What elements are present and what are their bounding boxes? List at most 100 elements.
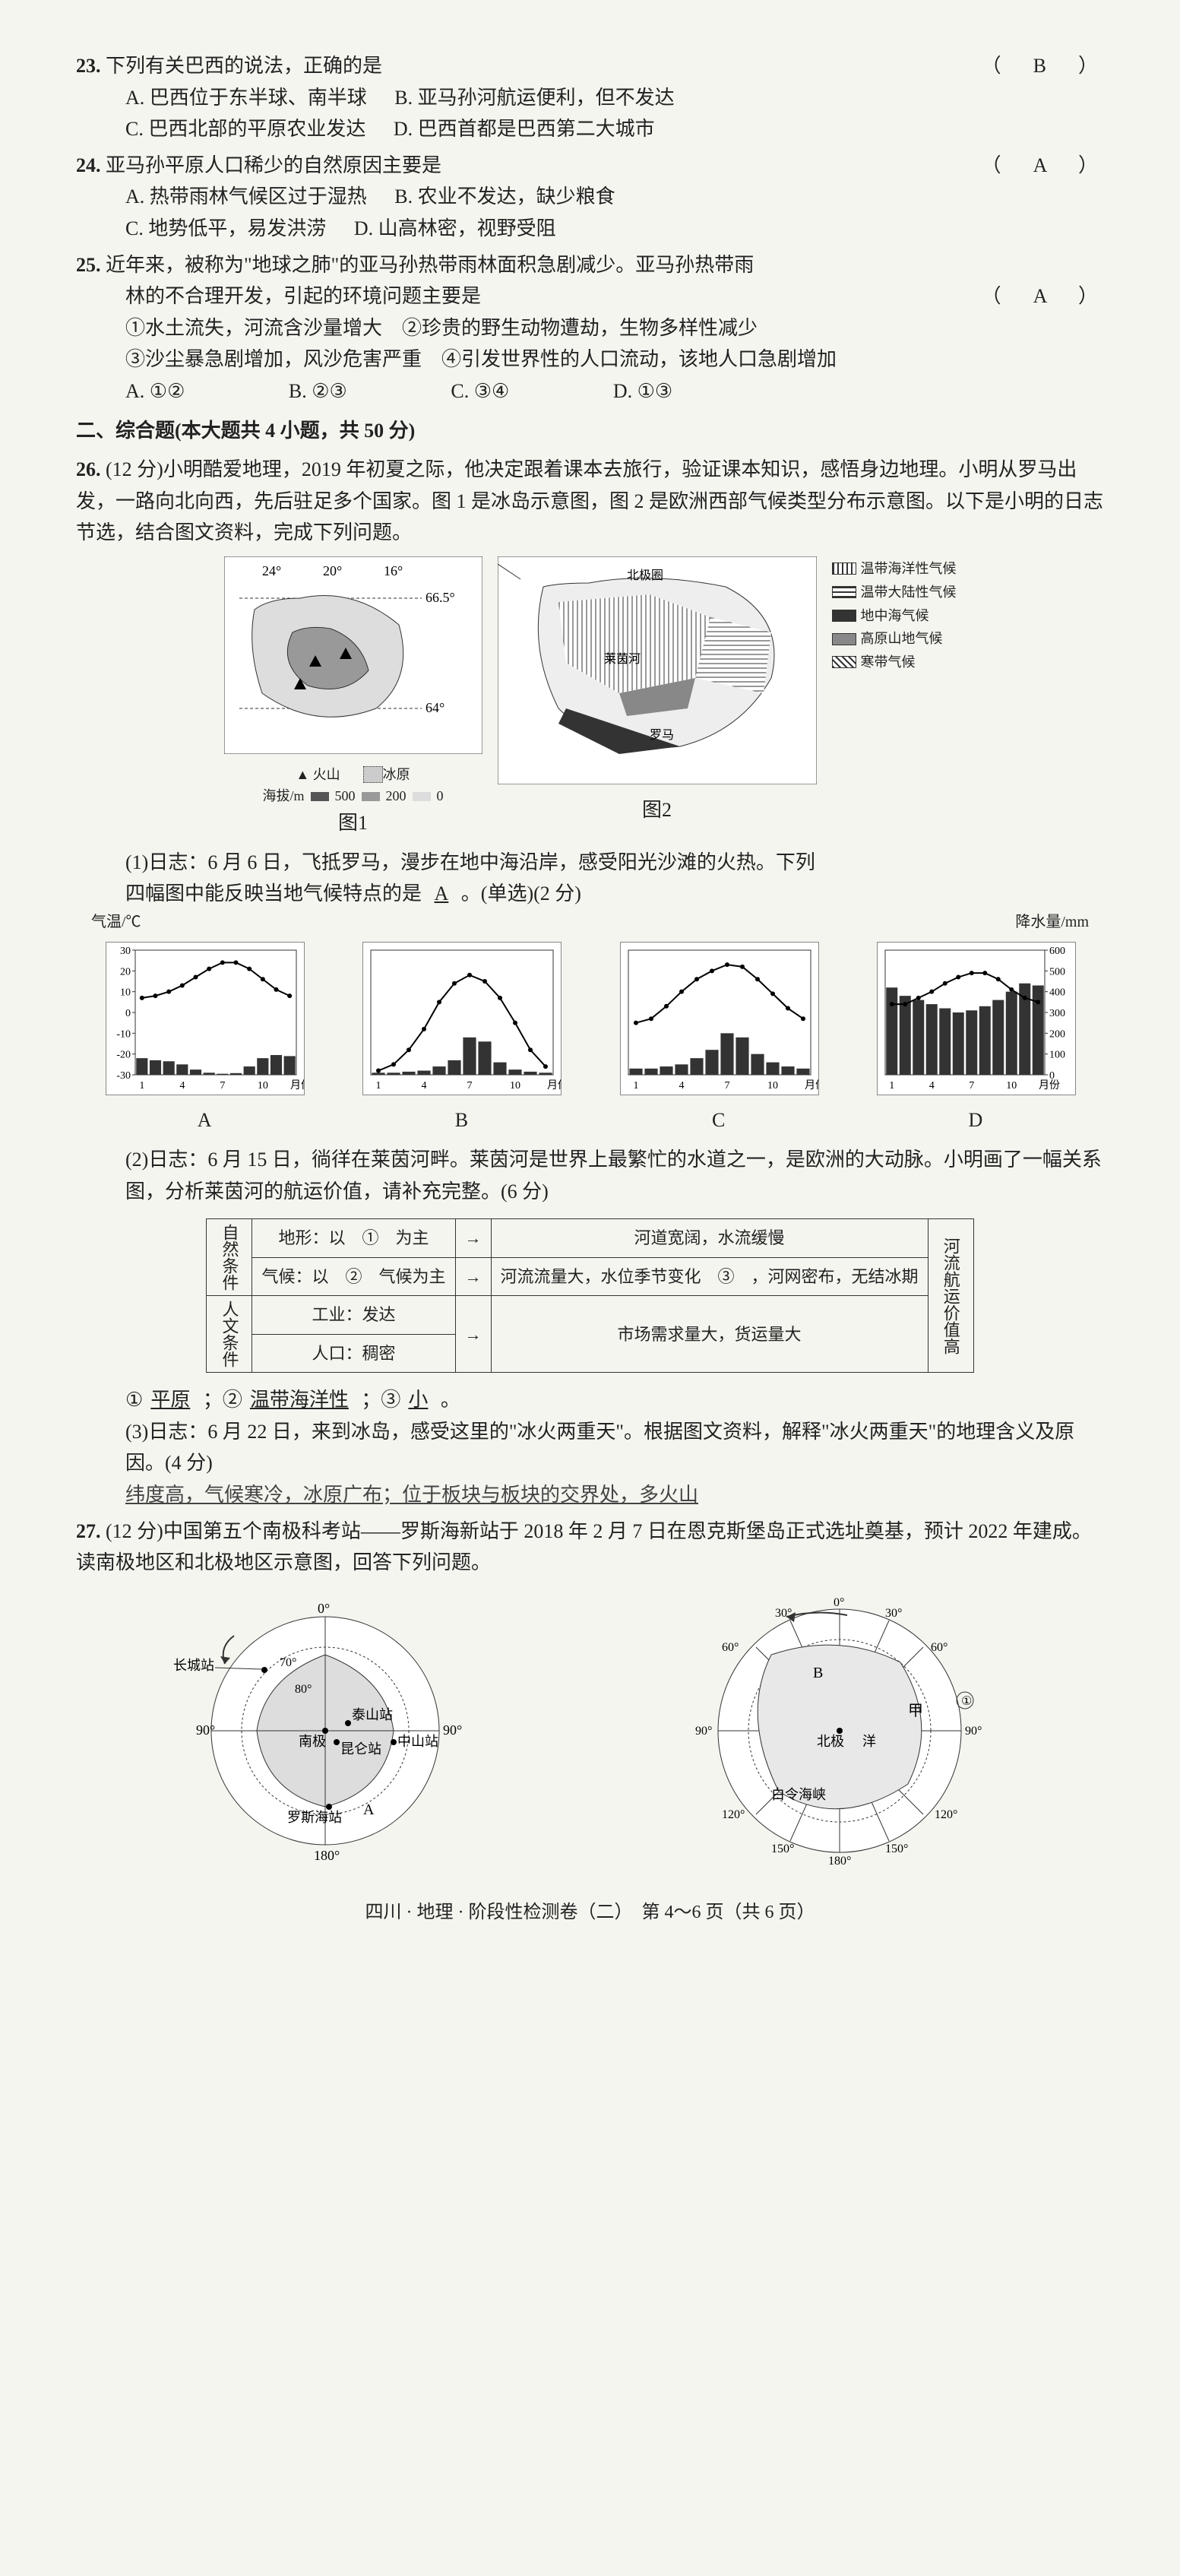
polar-maps: 0° 90° 90° 180° 70° 80° 长城站 泰山站 南极 昆仑站 中…: [76, 1594, 1104, 1868]
optC: C. 巴西北部的平原农业发达: [125, 113, 365, 145]
optD: D. 山高林密，视野受阻: [354, 213, 556, 245]
num: 25.: [76, 254, 101, 276]
svg-text:66.5°: 66.5°: [425, 590, 455, 605]
axis-temp: 气温/℃: [91, 910, 141, 934]
svg-text:60°: 60°: [931, 1641, 947, 1654]
q26-sub3: (3)日志：6 月 22 日，来到冰岛，感受这里的"冰火两重天"。根据图文资料，…: [76, 1416, 1104, 1479]
svg-text:7: 7: [220, 1080, 225, 1092]
svg-text:昆仑站: 昆仑站: [340, 1741, 381, 1757]
optB: B. ②③: [289, 375, 347, 407]
svg-text:白令海峡: 白令海峡: [771, 1787, 826, 1802]
svg-text:500: 500: [1049, 966, 1065, 977]
svg-text:10: 10: [1006, 1080, 1017, 1092]
optA: A. 巴西位于东半球、南半球: [125, 82, 367, 114]
stem: (12 分)小明酷爱地理，2019 年初夏之际，他决定跟着课本去旅行，验证课本知…: [76, 458, 1103, 543]
optB: B. 亚马孙河航运便利，但不发达: [394, 82, 674, 114]
svg-text:400: 400: [1049, 987, 1065, 999]
maps-row: 24° 20° 16° 66.5° 64° ▲ 火山 冰原 海拔/m 500: [76, 556, 1104, 839]
svg-text:泰山站: 泰山站: [352, 1707, 393, 1722]
legend-volcano: ▲ 火山: [296, 764, 340, 786]
rhine-diagram: 自然条件 地形：以 ① 为主→河道宽阔，水流缓慢 河流航运价值高 气候：以 ② …: [76, 1218, 1104, 1373]
svg-text:30°: 30°: [885, 1607, 902, 1620]
optC: C. 地势低平，易发洪涝: [125, 213, 326, 245]
svg-text:10: 10: [120, 987, 131, 999]
map-europe: 北极圈 莱茵河 罗马 图2: [498, 556, 817, 839]
iceland-svg: 24° 20° 16° 66.5° 64°: [224, 556, 482, 754]
arctic-map: 0° 30° 60° 90° 120° 150° 180° 150° 120° …: [665, 1594, 1014, 1868]
svg-text:30: 30: [120, 946, 131, 957]
svg-text:90°: 90°: [695, 1725, 712, 1738]
q24: （ A ） 24. 亚马孙平原人口稀少的自然原因主要是 A. 热带雨林气候区过于…: [76, 150, 1104, 245]
alt-legend: 海拔/m 500 200 0: [224, 785, 482, 807]
svg-text:0°: 0°: [834, 1596, 844, 1609]
svg-text:-30: -30: [116, 1070, 131, 1082]
opts: A. 热带雨林气候区过于湿热 B. 农业不发达，缺少粮食 C. 地势低平，易发洪…: [76, 181, 1104, 244]
axis-prec: 降水量/mm: [1015, 910, 1089, 934]
q27: 27. (12 分)中国第五个南极科考站——罗斯海新站于 2018 年 2 月 …: [76, 1516, 1104, 1868]
num: 27.: [76, 1520, 101, 1542]
optC: C. ③④: [451, 375, 509, 407]
svg-text:200: 200: [1049, 1028, 1065, 1040]
fig1-label: 图1: [224, 807, 482, 839]
chart-A: 3020100-10-20-3014710月份A: [106, 942, 303, 1136]
svg-text:90°: 90°: [196, 1722, 215, 1738]
svg-text:4: 4: [179, 1080, 185, 1092]
svg-text:20: 20: [120, 966, 131, 977]
svg-text:4: 4: [679, 1080, 684, 1092]
l1: ①水土流失，河流含沙量增大 ②珍贵的野生动物遭劫，生物多样性减少: [125, 317, 758, 339]
map-iceland: 24° 20° 16° 66.5° 64° ▲ 火山 冰原 海拔/m 500: [224, 556, 482, 839]
svg-text:月份: 月份: [805, 1079, 819, 1092]
svg-text:南极: 南极: [299, 1734, 326, 1749]
num: 26.: [76, 458, 101, 480]
ans: （ A ）: [982, 280, 1104, 312]
opts: A. 巴西位于东半球、南半球 B. 亚马孙河航运便利，但不发达 C. 巴西北部的…: [76, 82, 1104, 145]
svg-text:10: 10: [258, 1080, 268, 1092]
climate-charts: 3020100-10-20-3014710月份A 14710月份B 14710月…: [76, 942, 1104, 1136]
svg-text:24°: 24°: [262, 563, 281, 578]
svg-text:①: ①: [961, 1695, 972, 1708]
svg-text:罗马: 罗马: [650, 728, 674, 742]
svg-text:150°: 150°: [771, 1842, 794, 1855]
svg-text:1: 1: [376, 1080, 381, 1092]
legend-ice: 冰原: [363, 764, 410, 786]
svg-text:莱茵河: 莱茵河: [604, 652, 641, 666]
svg-text:90°: 90°: [443, 1722, 462, 1738]
svg-text:-10: -10: [116, 1028, 131, 1040]
optB: B. 农业不发达，缺少粮食: [394, 181, 615, 213]
optA: A. 热带雨林气候区过于湿热: [125, 181, 367, 213]
svg-text:16°: 16°: [384, 563, 403, 578]
q26-sub3-ans: 纬度高，气候寒冷，冰原广布；位于板块与板块的交界处，多火山: [76, 1479, 1104, 1511]
svg-text:1: 1: [139, 1080, 144, 1092]
svg-text:20°: 20°: [323, 563, 342, 578]
svg-text:90°: 90°: [965, 1725, 982, 1738]
svg-text:80°: 80°: [295, 1683, 312, 1696]
svg-text:4: 4: [422, 1080, 427, 1092]
section2-header: 二、综合题(本大题共 4 小题，共 50 分): [76, 415, 1104, 447]
svg-text:中山站: 中山站: [397, 1734, 438, 1749]
q26-sub1: (1)日志：6 月 6 日，飞抵罗马，漫步在地中海沿岸，感受阳光沙滩的火热。下列…: [76, 847, 1104, 910]
svg-text:7: 7: [724, 1080, 729, 1092]
svg-text:洋: 洋: [862, 1734, 876, 1749]
svg-text:10: 10: [510, 1080, 520, 1092]
svg-text:120°: 120°: [935, 1808, 957, 1821]
stem1: 近年来，被称为"地球之肺"的亚马孙热带雨林面积急剧减少。亚马孙热带雨: [106, 254, 754, 276]
sub1-ans: A: [427, 882, 457, 905]
svg-text:A: A: [363, 1801, 375, 1818]
svg-text:0°: 0°: [318, 1601, 330, 1616]
svg-text:180°: 180°: [314, 1848, 340, 1863]
svg-text:1: 1: [633, 1080, 638, 1092]
optD: D. ①③: [613, 375, 672, 407]
q25: 25. 近年来，被称为"地球之肺"的亚马孙热带雨林面积急剧减少。亚马孙热带雨 （…: [76, 249, 1104, 407]
chart-B: 14710月份B: [362, 942, 560, 1136]
svg-text:150°: 150°: [885, 1842, 908, 1855]
svg-text:月份: 月份: [1039, 1079, 1060, 1092]
stem2: 林的不合理开发，引起的环境问题主要是: [125, 285, 481, 307]
num: 24.: [76, 154, 101, 176]
svg-text:北极圈: 北极圈: [627, 569, 663, 582]
svg-text:70°: 70°: [280, 1656, 296, 1669]
svg-text:300: 300: [1049, 1008, 1065, 1019]
q26-fills: ①平原 ；②温带海洋性 ；③小 。: [76, 1384, 1104, 1416]
stem: 下列有关巴西的说法，正确的是: [106, 55, 382, 77]
svg-text:120°: 120°: [722, 1808, 745, 1821]
svg-text:月份: 月份: [290, 1079, 305, 1092]
